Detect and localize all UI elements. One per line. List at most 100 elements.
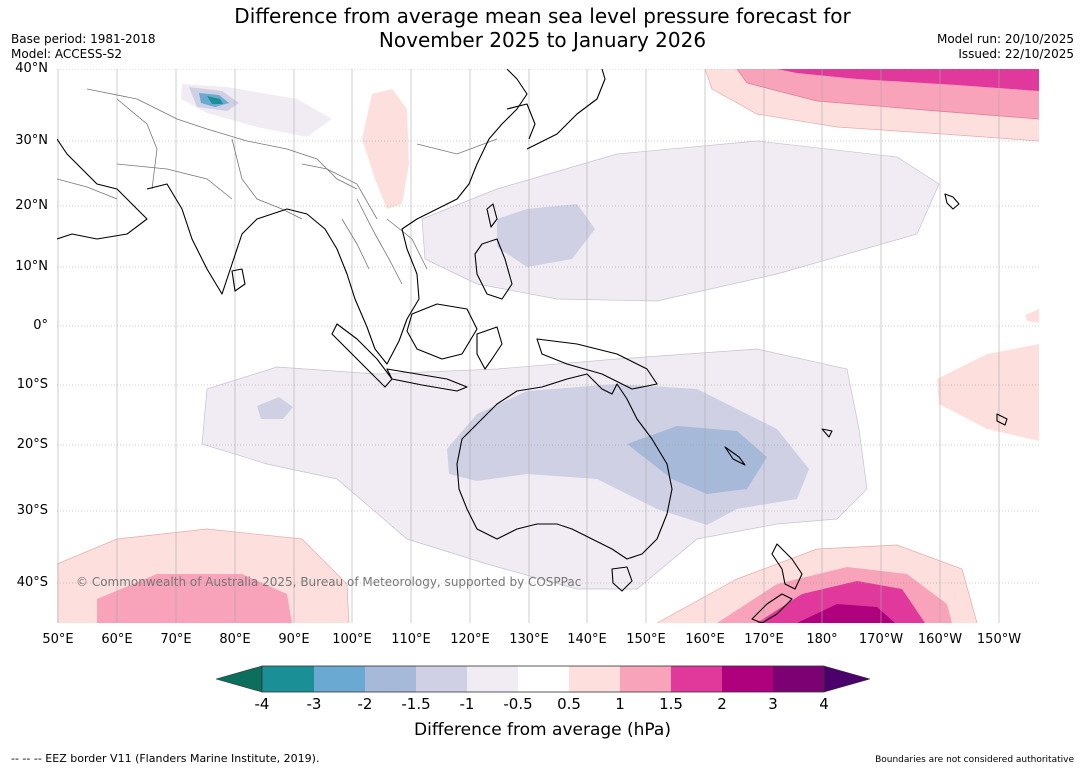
anomaly-north-pacific-1-5 [777,69,1039,91]
coast-philippines [474,238,513,300]
colorbar-bin-6 [518,666,569,692]
lon-label-140e: 140°E [567,632,607,647]
colorbar-tick-6: 0.5 [557,695,581,713]
colorbar-tick-8: 1.5 [659,695,683,713]
lat-label-10s: 10°S [16,377,48,392]
lon-label-70e: 70°E [160,632,192,647]
coast-fiji [821,428,833,438]
model-run: Model run: 20/10/2025 [936,32,1074,46]
coast-sumatra [331,323,393,388]
coast-samoa [996,413,1008,426]
lon-label-60e: 60°E [101,632,133,647]
lat-label-0: 0° [33,318,48,333]
lon-label-170w: 170°W [858,632,904,647]
boundaries-disclaimer: Boundaries are not considered authoritat… [875,755,1074,765]
colorbar-bin-11 [773,666,824,692]
coast-newguinea [536,338,658,390]
model-name: Model: ACCESS-S2 [11,47,123,61]
anomaly-australia-1-5 [627,426,767,494]
coast-nz-south [751,593,793,623]
eez-border-legend: -- -- -- EEZ border V11 (Flanders Marine… [11,752,320,765]
lat-label-40n: 40°N [15,61,48,76]
lon-label-120e: 120°E [450,632,490,647]
colorbar-tick-9: 2 [717,695,727,713]
coast-java [386,368,468,392]
coast-tasmania [611,566,633,592]
meta-left: Base period: 1981-2018 Model: ACCESS-S2 [11,32,156,62]
colorbar-tick-2: -2 [357,695,373,713]
colorbar-tick-7: 1 [615,695,625,713]
map-panel [57,69,1039,623]
colorbar-bin-1 [262,666,314,692]
colorbar-bin-4 [416,666,467,692]
lon-label-160e: 160°E [685,632,725,647]
colorbar-tick-5: -0.5 [503,695,533,713]
title-line-2: November 2025 to January 2026 [378,28,707,52]
lat-label-30s: 30°S [16,503,48,518]
coastlines [57,69,1008,623]
colorbar-title: Difference from average (hPa) [414,720,671,740]
issued-date: Issued: 22/10/2025 [958,47,1074,61]
lon-label-150e: 150°E [626,632,666,647]
colorbar-tick-4: -1 [459,695,475,713]
coast-korea [506,103,536,140]
lat-label-20s: 20°S [16,437,48,452]
anomaly-southwest-1 [97,574,292,623]
anomaly-shading [57,69,1039,623]
map-title: Difference from average mean sea level p… [0,4,1085,52]
lon-label-100e: 100°E [332,632,372,647]
anomaly-west-pacific-1 [497,204,595,267]
coast-australia [456,373,673,560]
colorbar [216,665,870,693]
coast-india [146,183,308,295]
colorbar-tick-0: -4 [254,695,270,713]
anomaly-central-pacific-0-5 [937,344,1039,441]
coast-sulawesi [476,326,503,370]
lat-label-30n: 30°N [15,133,48,148]
colorbar-bin-9 [671,666,722,692]
anomaly-nz-2 [797,604,895,623]
colorbar-bin-8 [620,666,671,692]
lon-label-170e: 170°E [744,632,784,647]
anomaly-tibet-3 [207,96,223,104]
coast-taiwan [486,203,498,228]
colorbar-extend-low [216,665,263,693]
coast-hawaii [944,193,960,210]
country-borders [57,88,498,285]
lon-label-50e: 50°E [42,632,74,647]
anomaly-indian-small-1 [257,397,293,419]
lon-label-180: 180° [806,632,838,647]
lat-label-20n: 20°N [15,198,48,213]
meridians [57,69,1000,623]
colorbar-bin-7 [569,666,620,692]
lon-label-90e: 90°E [278,632,310,647]
colorbar-frame [261,665,825,693]
colorbar-bin-10 [722,666,773,692]
colorbar-extend-high [823,665,870,693]
colorbar-tick-11: 4 [819,695,829,713]
title-line-1: Difference from average mean sea level p… [234,4,851,28]
coast-japan [526,69,606,150]
lon-label-110e: 110°E [391,632,431,647]
meta-right: Model run: 20/10/2025 Issued: 22/10/2025 [937,32,1074,62]
coast-borneo [406,303,478,360]
colorbar-bin-2 [314,666,365,692]
anomaly-contours [57,69,1039,623]
anomaly-equatorial-0-5 [1025,309,1039,323]
lon-label-160w: 160°W [917,632,963,647]
coast-arabia [57,138,148,240]
coast-newcaledonia [724,446,746,466]
lon-label-150w: 150°W [976,632,1022,647]
coast-srilanka [231,268,246,292]
lon-label-80e: 80°E [219,632,251,647]
copyright-notice: © Commonwealth of Australia 2025, Bureau… [76,575,582,589]
lat-label-10n: 10°N [15,259,48,274]
base-period: Base period: 1981-2018 [11,32,156,46]
coast-nz-north [771,543,803,590]
lon-label-130e: 130°E [509,632,549,647]
coast-indochina [306,69,528,365]
colorbar-tick-3: -1.5 [401,695,431,713]
colorbar-bin-5 [467,666,518,692]
colorbar-bin-3 [365,666,416,692]
anomaly-china-0-5 [362,89,409,209]
